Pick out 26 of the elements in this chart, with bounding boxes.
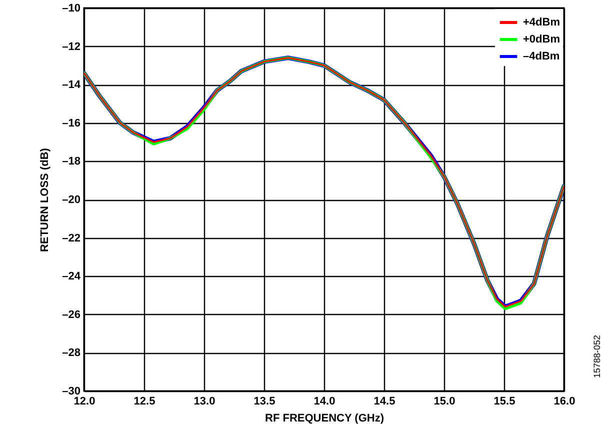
text: 15788-052: [592, 335, 603, 378]
y-axis-title: RETURN LOSS (dB): [39, 148, 52, 252]
x-tick-label: 15.5: [494, 396, 516, 408]
x-tick-label: 14.0: [314, 396, 336, 408]
y-tick-label: –26: [62, 308, 80, 321]
y-tick-label: –24: [62, 270, 82, 283]
legend-label: –4dBm: [523, 50, 560, 62]
x-tick-label: 13.5: [254, 396, 276, 408]
y-tick-label: –18: [62, 156, 80, 168]
y-tick-label: –16: [62, 117, 80, 130]
legend-label: +4dBm: [523, 16, 560, 28]
x-tick-label: 15.0: [434, 396, 456, 408]
x-tick-label: 13.0: [194, 396, 216, 408]
y-tick-label: –10: [62, 2, 80, 14]
x-tick-label: 12.5: [134, 396, 156, 408]
x-axis-title: RF FREQUENCY (GHz): [265, 412, 384, 424]
x-tick-label: 12.0: [74, 396, 96, 408]
x-tick-label: 16.0: [554, 396, 576, 408]
y-tick-label: –20: [62, 194, 80, 206]
x-tick-label: 14.5: [374, 396, 396, 408]
y-tick-label: –28: [62, 347, 80, 360]
y-tick-label: –22: [62, 232, 80, 244]
legend-label: +0dBm: [523, 34, 560, 46]
y-tick-label: –30: [62, 386, 80, 398]
y-tick-label: –12: [62, 40, 80, 53]
y-tick-label: –14: [62, 79, 82, 92]
